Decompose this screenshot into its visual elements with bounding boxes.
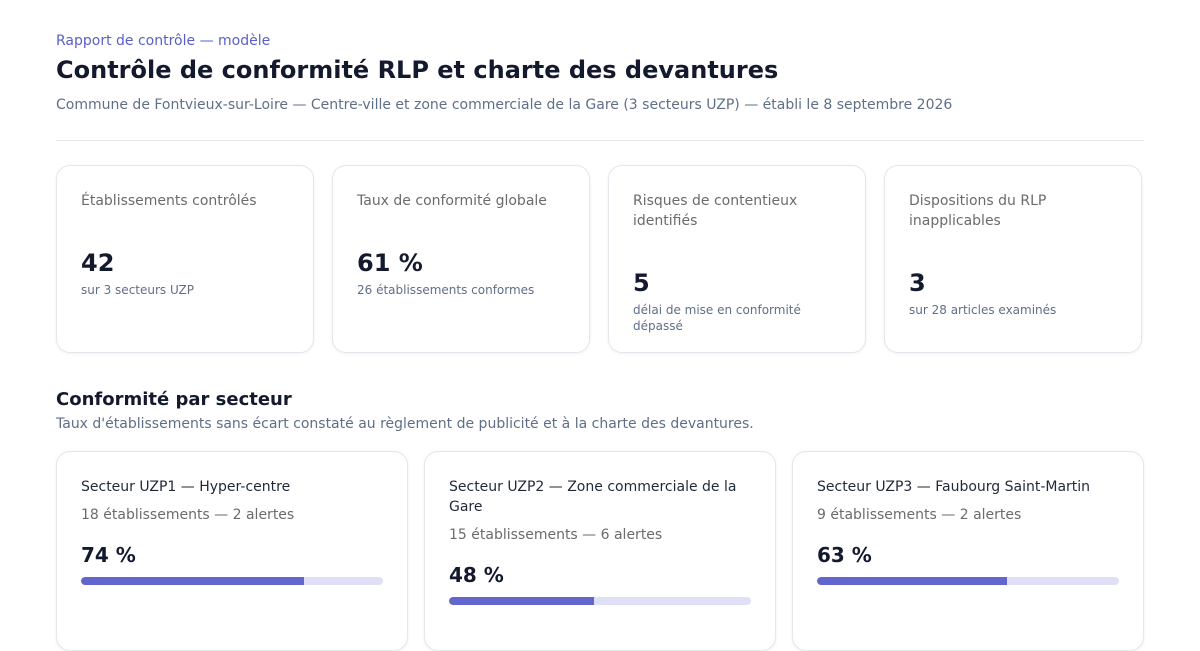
sector-card-uzp3: Secteur UZP3 — Faubourg Saint-Martin 9 é… [792, 451, 1144, 651]
kpi-value: 61 % [357, 249, 423, 277]
sector-name: Secteur UZP2 — Zone commerciale de la Ga… [449, 479, 737, 515]
sector-compliance-value: 63 % [817, 543, 872, 567]
kpi-label: Taux de conformité globale [357, 193, 547, 209]
sectors-section-title: Conformité par secteur [56, 389, 292, 410]
kpi-note: sur 3 secteurs UZP [81, 283, 195, 297]
compliance-bar-fill [817, 577, 1008, 585]
page-title: Contrôle de conformité RLP et charte des… [56, 56, 779, 84]
kpi-label: Dispositions du RLP inapplicables [909, 193, 1047, 229]
sectors-section-subtitle: Taux d'établissements sans écart constat… [56, 416, 754, 432]
kpi-value: 3 [909, 269, 926, 297]
sector-card-uzp2: Secteur UZP2 — Zone commerciale de la Ga… [424, 451, 776, 651]
kpi-card-litigation-risks: Risques de contentieux identifiés 5 déla… [608, 165, 866, 353]
kpi-value: 42 [81, 249, 115, 277]
compliance-bar-fill [449, 597, 594, 605]
page-subtitle: Commune de Fontvieux-sur-Loire — Centre-… [56, 97, 953, 113]
kpi-card-inapplicable-provisions: Dispositions du RLP inapplicables 3 sur … [884, 165, 1142, 353]
compliance-bar-track [817, 577, 1119, 585]
header-divider [56, 140, 1144, 141]
kpi-note: sur 28 articles examinés [909, 303, 1057, 317]
report-eyebrow: Rapport de contrôle — modèle [56, 33, 271, 49]
sector-meta: 9 établissements — 2 alertes [817, 507, 1022, 523]
sector-compliance-value: 48 % [449, 563, 504, 587]
sector-name: Secteur UZP1 — Hyper-centre [81, 479, 291, 495]
sector-compliance-value: 74 % [81, 543, 136, 567]
sector-card-uzp1: Secteur UZP1 — Hyper-centre 18 établisse… [56, 451, 408, 651]
sector-meta: 18 établissements — 2 alertes [81, 507, 295, 523]
kpi-card-compliance-rate: Taux de conformité globale 61 % 26 établ… [332, 165, 590, 353]
kpi-note: délai de mise en conformité dépassé [633, 303, 801, 333]
kpi-label: Risques de contentieux identifiés [633, 193, 798, 229]
kpi-note: 26 établissements conformes [357, 283, 535, 297]
kpi-card-establishments: Établissements contrôlés 42 sur 3 secteu… [56, 165, 314, 353]
compliance-bar-track [449, 597, 751, 605]
sector-meta: 15 établissements — 6 alertes [449, 527, 663, 543]
kpi-label: Établissements contrôlés [81, 193, 257, 209]
compliance-bar-track [81, 577, 383, 585]
compliance-bar-fill [81, 577, 305, 585]
kpi-row: Établissements contrôlés 42 sur 3 secteu… [56, 165, 1144, 355]
kpi-value: 5 [633, 269, 650, 297]
sector-name: Secteur UZP3 — Faubourg Saint-Martin [817, 479, 1091, 495]
